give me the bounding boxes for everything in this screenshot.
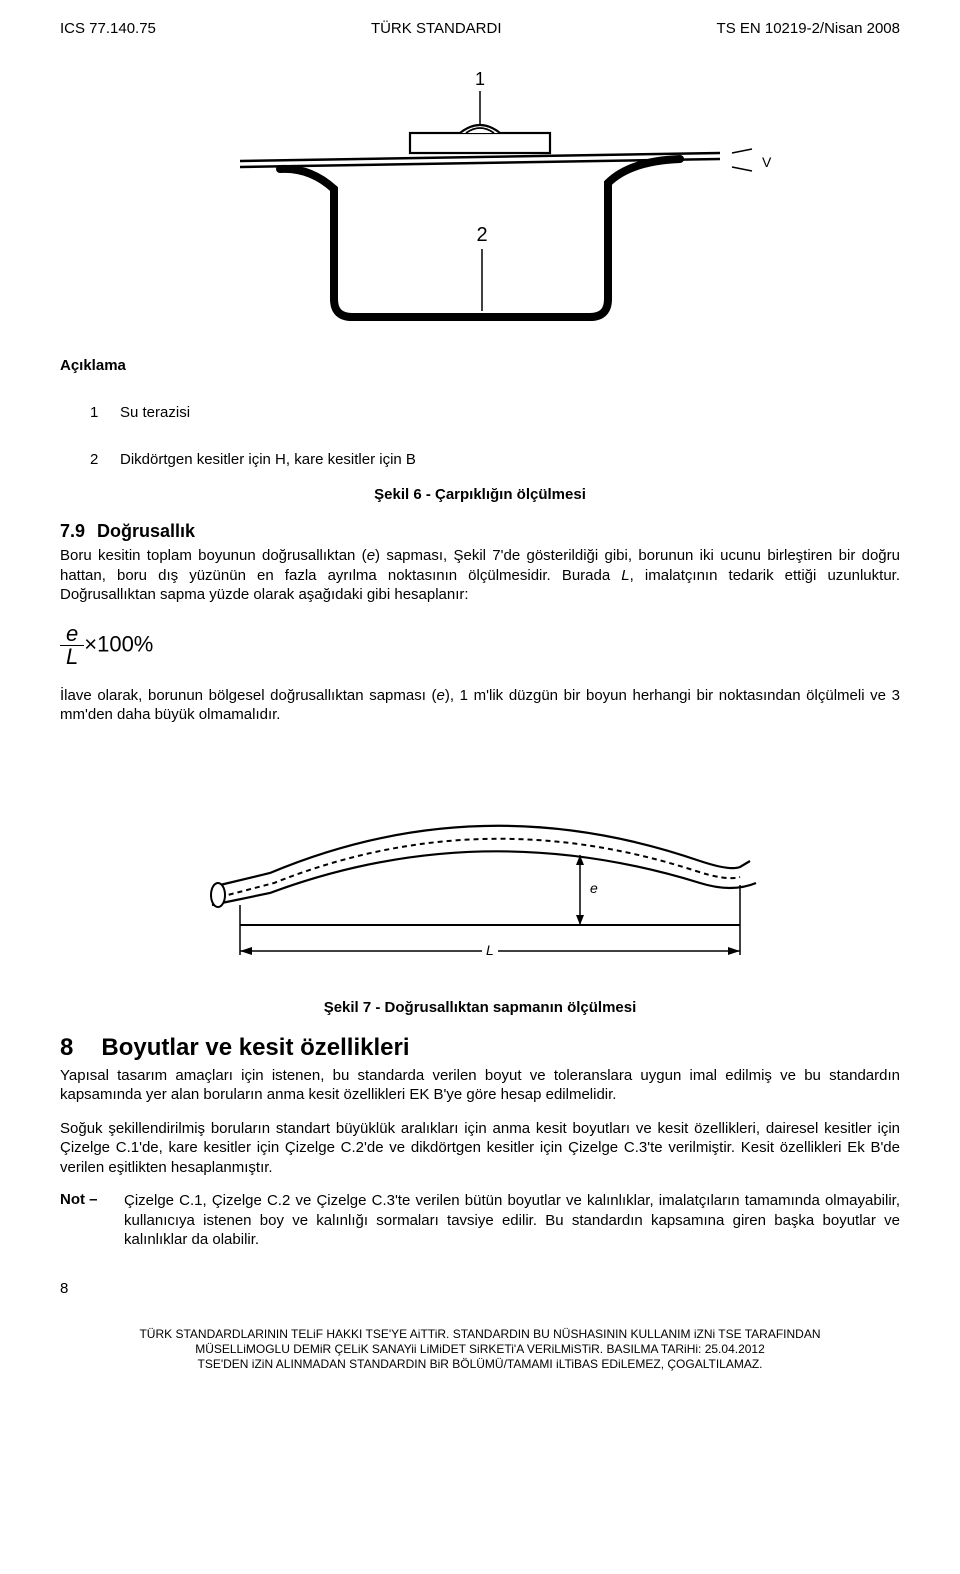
page-number: 8: [60, 1280, 900, 1297]
note-block: Not – Çizelge C.1, Çizelge C.2 ve Çizelg…: [60, 1191, 900, 1250]
fig7-L-label: L: [486, 942, 494, 958]
figure-6: 1 V 2: [160, 67, 800, 327]
formula-e-over-L: e L ×100%: [60, 623, 900, 668]
formula-denominator: L: [60, 646, 84, 668]
footer-line-3: TSE'DEN iZiN ALINMADAN STANDARDIN BiR BÖ…: [60, 1357, 900, 1372]
section-8-p2: Soğuk şekillendirilmiş boruların standar…: [60, 1119, 900, 1178]
section-7-9-body: Boru kesitin toplam boyunun doğrusallıkt…: [60, 546, 900, 605]
legend-row-1: 1 Su terazisi: [60, 404, 900, 421]
fig6-label-1: 1: [475, 69, 485, 89]
header-right: TS EN 10219-2/Nisan 2008: [717, 20, 900, 37]
footer-line-2: MÜSELLiMOGLU DEMiR ÇELiK SANAYii LiMiDET…: [60, 1342, 900, 1357]
section-8-heading: 8 Boyutlar ve kesit özellikleri: [60, 1034, 900, 1062]
legend-title: Açıklama: [60, 357, 900, 374]
fig6-label-2: 2: [476, 224, 487, 246]
page-header: ICS 77.140.75 TÜRK STANDARDI TS EN 10219…: [60, 20, 900, 37]
legend-num-1: 1: [60, 404, 120, 421]
figure-7: e L: [160, 755, 800, 979]
legend-text-2: Dikdörtgen kesitler için H, kare kesitle…: [120, 451, 900, 468]
figure-7-caption: Şekil 7 - Doğrusallıktan sapmanın ölçülm…: [60, 999, 900, 1016]
footer-line-1: TÜRK STANDARDLARININ TELiF HAKKI TSE'YE …: [60, 1327, 900, 1342]
formula-suffix: ×100%: [84, 631, 153, 656]
paragraph-ilave: İlave olarak, borunun bölgesel doğrusall…: [60, 686, 900, 725]
page-footer: TÜRK STANDARDLARININ TELiF HAKKI TSE'YE …: [60, 1327, 900, 1372]
section-7-9-num: 7.9: [60, 521, 85, 542]
section-8-p1: Yapısal tasarım amaçları için istenen, b…: [60, 1066, 900, 1105]
fig6-v-marker: V: [762, 154, 772, 170]
legend-row-2: 2 Dikdörtgen kesitler için H, kare kesit…: [60, 451, 900, 468]
header-center: TÜRK STANDARDI: [371, 20, 502, 37]
fig7-e-label: e: [590, 880, 598, 896]
section-8-num: 8: [60, 1034, 73, 1062]
section-8-title: Boyutlar ve kesit özellikleri: [101, 1034, 409, 1061]
note-label: Not –: [60, 1191, 124, 1250]
legend-text-1: Su terazisi: [120, 404, 900, 421]
formula-numerator: e: [60, 623, 84, 646]
section-7-9-heading: 7.9 Doğrusallık: [60, 521, 900, 542]
header-left: ICS 77.140.75: [60, 20, 156, 37]
section-7-9-title: Doğrusallık: [97, 521, 195, 541]
figure-6-caption: Şekil 6 - Çarpıklığın ölçülmesi: [60, 486, 900, 503]
note-body: Çizelge C.1, Çizelge C.2 ve Çizelge C.3'…: [124, 1191, 900, 1250]
legend-num-2: 2: [60, 451, 120, 468]
